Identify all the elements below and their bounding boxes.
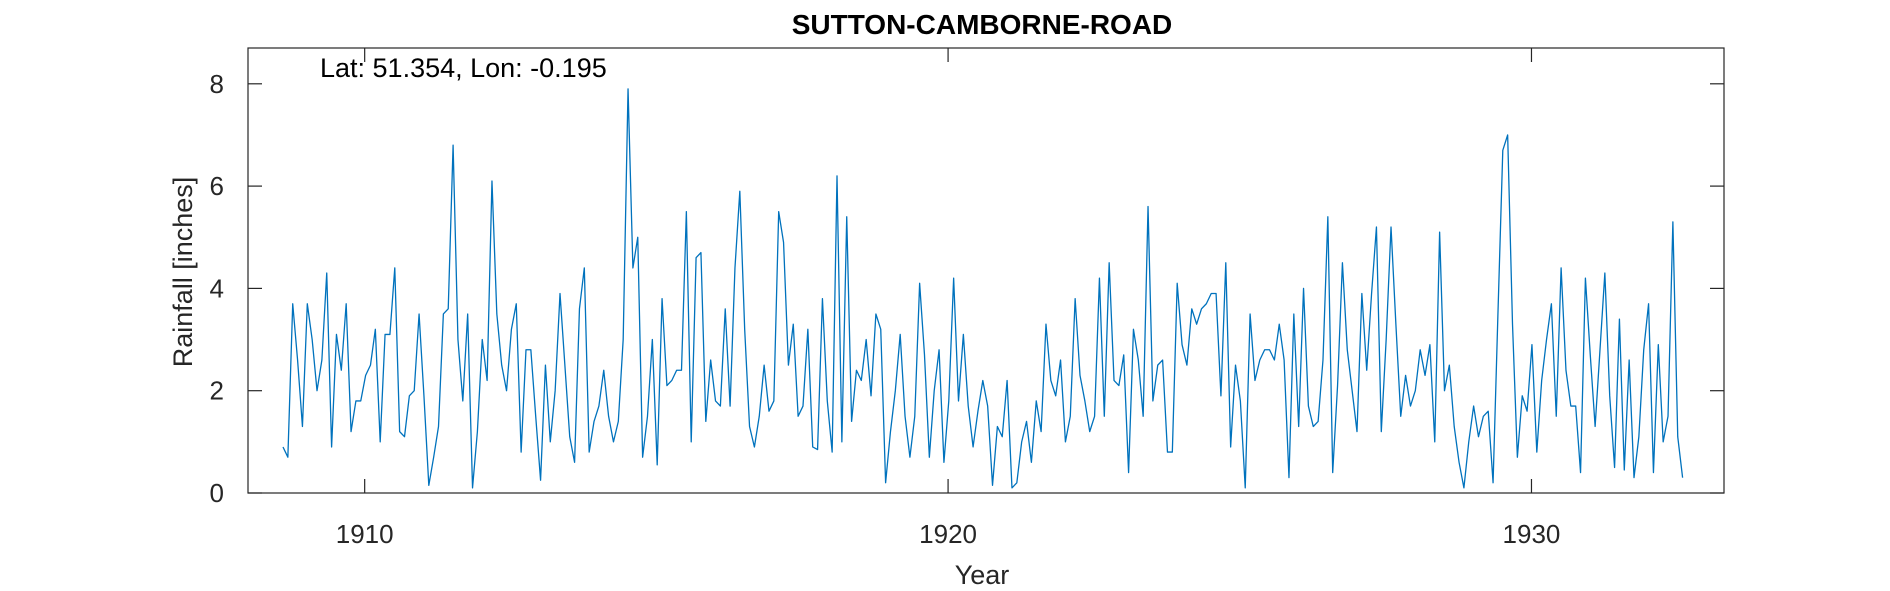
y-tick-label: 8 [210,69,224,99]
x-tick-label: 1910 [336,519,394,549]
y-axis-ticks: 0 2 4 6 8 [210,69,1724,508]
y-tick-label: 0 [210,478,224,508]
x-axis-ticks: 1910 1920 1930 [336,48,1561,549]
y-axis-label: Rainfall [inches] [168,177,198,368]
plot-frame [247,47,1725,494]
y-tick-label: 2 [210,376,224,406]
x-tick-label: 1930 [1503,519,1561,549]
rainfall-series-line [282,88,1684,489]
location-annotation: Lat: 51.354, Lon: -0.195 [320,53,607,83]
chart-title: SUTTON-CAMBORNE-ROAD [792,9,1173,40]
x-axis-label: Year [955,560,1010,590]
y-tick-label: 4 [210,273,224,303]
x-tick-label: 1920 [919,519,977,549]
series-layer [282,88,1684,489]
y-tick-label: 6 [210,171,224,201]
axes-box [247,47,1725,494]
